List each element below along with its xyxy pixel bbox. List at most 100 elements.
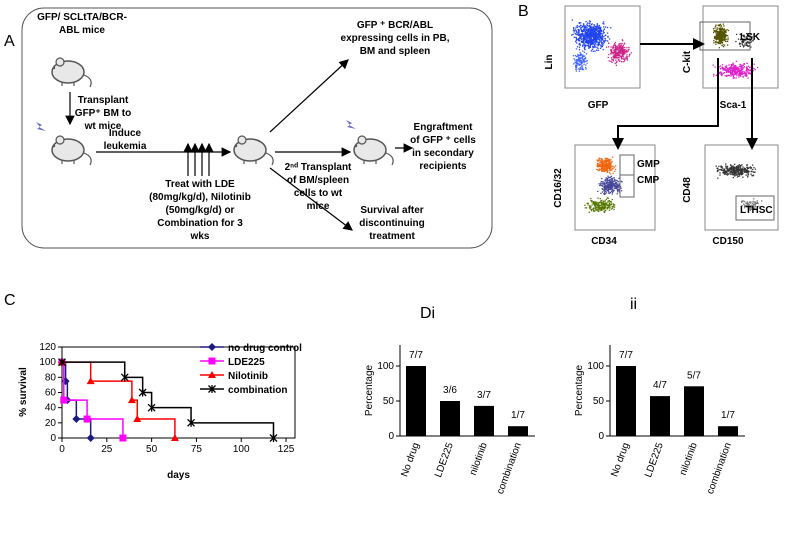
flow-event [618,60,621,62]
flow-event [731,165,733,167]
flow-plots [564,5,779,231]
flow-event [730,165,732,167]
flow-event [600,45,602,47]
flow-event [606,178,608,181]
flow-event [610,162,612,164]
flow-event [747,34,749,36]
flow-event [623,58,625,60]
flow-event [605,158,607,160]
flow-event [596,34,598,36]
flow-event [723,69,726,71]
flow-event [592,35,594,38]
flow-event [726,165,729,168]
flow-event [594,40,596,42]
flow-event [591,208,593,211]
flow-event [617,190,619,192]
flow-event [583,46,586,49]
flow-event [718,165,720,168]
flow-event [578,22,580,24]
flow-event [603,41,606,43]
flow-event [735,77,737,79]
flow-event [623,42,626,44]
flow-arrows [612,38,758,150]
flow-event [618,45,621,47]
flow-event [595,29,597,31]
flow-event [603,211,606,214]
flow-event [729,164,732,166]
flow-event [581,66,583,69]
step-text: mice [307,201,330,212]
flow-event [602,170,604,173]
flow-event [600,38,602,40]
flow-event [573,63,575,65]
flow-event [713,31,715,34]
flow-event [729,68,731,71]
flow-event [749,66,751,69]
flow-event [752,171,754,173]
flow-event [614,50,616,52]
flow-event [619,51,621,53]
flow-event [727,170,730,172]
flow-event [744,72,746,74]
flow-event [713,73,715,76]
flow-event [611,193,613,195]
flow-event [610,185,612,187]
flow-event [586,31,588,33]
flow-event [590,197,592,200]
flow-event [594,25,596,27]
flow-event [728,169,730,171]
step-text: GFP ⁺ BCR/ABL [357,20,433,31]
flow-event [590,40,592,42]
flow-event [729,70,731,72]
flow-event [622,51,624,53]
flow-event [599,161,601,163]
flow-event [574,59,576,61]
value-label: 7/7 [409,350,423,361]
y-tick-label: 50 [593,396,605,407]
y-tick-label: 100 [377,361,394,372]
flow-event [618,177,620,180]
flow-event [713,40,715,42]
flow-event [590,199,592,202]
flow-event [613,43,616,45]
flow-event [577,29,579,31]
flow-event [746,44,748,47]
marker [72,415,81,424]
flow-event [724,28,726,31]
y-tick-label: 100 [587,361,604,372]
flow-event [628,46,630,49]
flow-event [717,34,719,37]
flow-event [616,45,618,48]
flow-event [599,202,601,204]
flow-event [718,47,721,49]
flow-event [580,53,582,55]
flow-event [732,71,734,73]
flow-event [610,60,612,62]
flow-event [608,202,611,204]
flow-event [736,73,738,75]
flow-event [615,50,617,52]
flow-event [585,40,588,43]
flow-event [595,38,597,40]
flow-plot [574,144,656,231]
flow-event [745,70,747,72]
flow-event [582,25,584,27]
flow-event [736,173,738,175]
flow-event [724,37,726,39]
legend-entry: LDE225 [228,357,265,368]
flow-event [748,45,750,47]
flow-event [608,176,610,179]
flow-event [589,44,591,46]
flow-event [583,43,585,45]
flow-event [590,31,593,33]
flow-event [623,60,626,62]
flow-event [605,202,607,205]
flow-event [594,204,596,206]
flow-event [742,203,745,205]
flow-event [743,167,746,169]
flow-event [742,168,744,171]
flow-event [720,36,722,38]
flow-event [715,74,717,77]
flow-event [607,158,609,160]
flow-event [620,61,623,63]
